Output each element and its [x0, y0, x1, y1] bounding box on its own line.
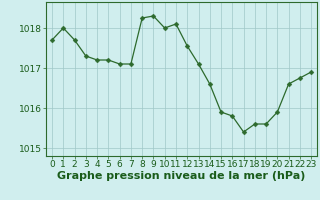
X-axis label: Graphe pression niveau de la mer (hPa): Graphe pression niveau de la mer (hPa)	[57, 171, 306, 181]
